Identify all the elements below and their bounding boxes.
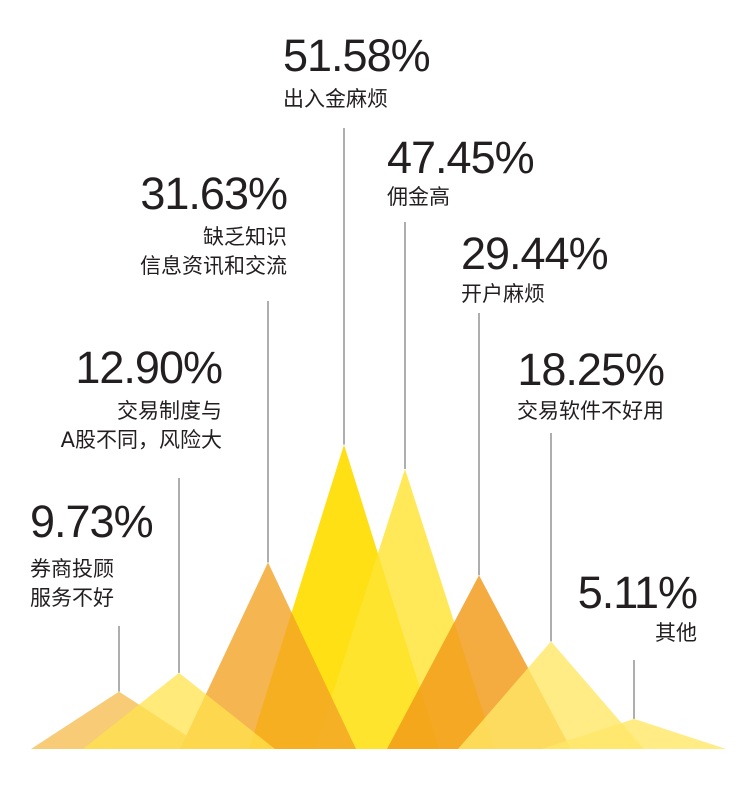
category-label-3-line-1: 缺乏知识 [203,225,287,249]
peak-2 [83,672,275,749]
category-label-7-line-1: 交易软件不好用 [517,399,664,423]
value-label-2: 12.90% [75,342,222,393]
category-label-3-line-2: 信息资讯和交流 [140,254,287,278]
value-label-6: 29.44% [461,228,608,279]
value-label-4: 51.58% [283,30,430,81]
value-label-3: 31.63% [140,168,287,219]
category-label-1-line-1: 券商投顾 [30,557,114,581]
category-label-2-line-1: 交易制度与 [117,399,222,423]
peak-3 [180,562,356,749]
peak-7 [458,641,644,749]
category-label-4-line-1: 出入金麻烦 [283,87,388,111]
category-label-5-line-1: 佣金高 [387,185,450,209]
value-label-7: 18.25% [517,344,664,395]
value-label-1: 9.73% [30,496,153,547]
value-label-8: 5.11% [578,567,697,618]
value-label-5: 47.45% [387,132,534,183]
peak-8 [542,718,726,749]
category-label-1-line-2: 服务不好 [30,586,114,610]
category-label-2-line-2: A股不同，风险大 [61,428,222,452]
category-label-8-line-1: 其他 [655,621,697,645]
category-label-6-line-1: 开户麻烦 [461,282,545,306]
